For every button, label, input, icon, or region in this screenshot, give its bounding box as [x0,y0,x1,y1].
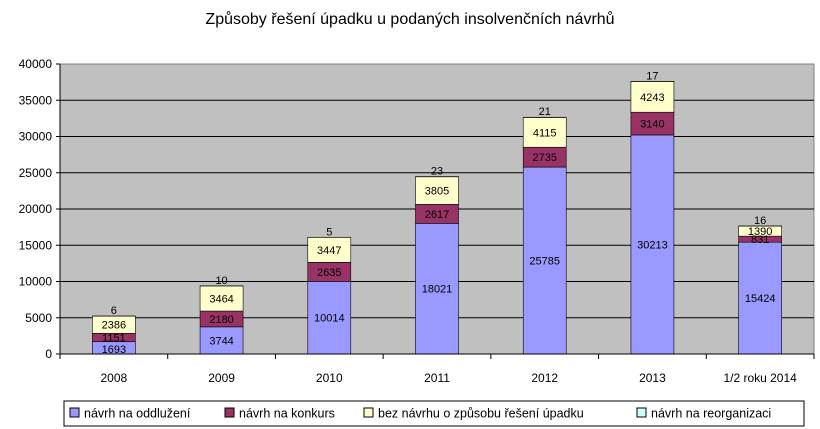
bar-segment [630,81,675,113]
data-label: 3805 [425,186,449,198]
y-tick-label: 40000 [19,57,53,71]
data-label: 21 [539,106,551,118]
x-tick-label: 2010 [316,371,343,385]
data-label: 2635 [317,267,341,279]
y-tick-label: 25000 [19,166,53,180]
chart-title: Způsoby řešení úpadku u podaných insolve… [205,10,614,28]
data-label: 2735 [532,152,556,164]
y-tick-label: 5000 [25,311,52,325]
bars-group [92,81,782,355]
data-label: 16 [754,215,766,227]
legend-swatch [363,407,374,418]
y-tick-label: 20000 [19,202,53,216]
y-axis: 0 5000 10000 15000 20000 25000 30000 35000 40000 [19,57,61,361]
data-label: 831 [751,234,769,246]
data-label: 17 [646,70,658,82]
data-label: 3464 [209,293,233,305]
data-label: 23 [431,166,443,178]
data-label: 2386 [102,320,126,332]
data-label: 1151 [102,333,126,345]
bar-segment [199,285,244,312]
data-label: 2180 [209,314,233,326]
data-label: 1390 [748,226,772,238]
x-tick-label: 1/2 roku 2014 [723,371,797,385]
x-tick-label: 2012 [531,371,558,385]
y-tick-label: 15000 [19,238,53,252]
y-tick-label: 10000 [19,275,53,289]
legend-swatch [636,407,647,418]
legend-label: návrh na konkurs [239,407,335,421]
data-label: 4115 [533,127,557,139]
x-tick-label: 2008 [101,371,128,385]
y-tick-label: 30000 [19,130,53,144]
legend-label: návrh na oddlužení [84,407,191,421]
data-label: 3140 [640,119,664,131]
x-axis: 2008 2009 2010 2011 2012 2013 1/2 roku 2014 [59,353,815,385]
data-label: 30213 [637,239,668,251]
legend-box [63,400,805,427]
x-tick-label: 2013 [639,371,666,385]
bar-segment [522,166,567,355]
data-label: 2617 [425,209,449,221]
data-label: 10 [215,275,227,287]
legend-swatch [69,407,80,418]
x-tick-label: 2011 [424,371,450,385]
data-label: 5 [326,226,332,238]
bar-segment [415,176,459,205]
data-label: 15424 [745,293,776,305]
bar-segment [522,117,567,148]
legend-label: bez návrhu o způsobu řešení úpadku [378,407,584,421]
y-tick-label: 0 [45,347,52,361]
data-label: 18021 [422,284,453,296]
data-label: 3447 [317,245,341,257]
x-tick-label: 2009 [208,371,235,385]
bar-segment [415,223,459,355]
legend-label: návrh na reorganizaci [651,407,771,421]
data-label: 1693 [102,344,126,356]
legend-swatch [224,407,235,418]
data-label: 4243 [640,92,664,104]
bar-segment [738,241,782,355]
bar-segment [630,134,675,355]
data-label: 3744 [209,335,233,347]
y-tick-label: 35000 [19,93,53,107]
data-label: 25785 [529,256,560,268]
legend: návrh na oddlužení návrh na konkurs bez ná… [63,400,805,427]
data-label: 6 [111,305,117,317]
gridlines [60,99,814,319]
data-label: 10014 [314,313,345,325]
